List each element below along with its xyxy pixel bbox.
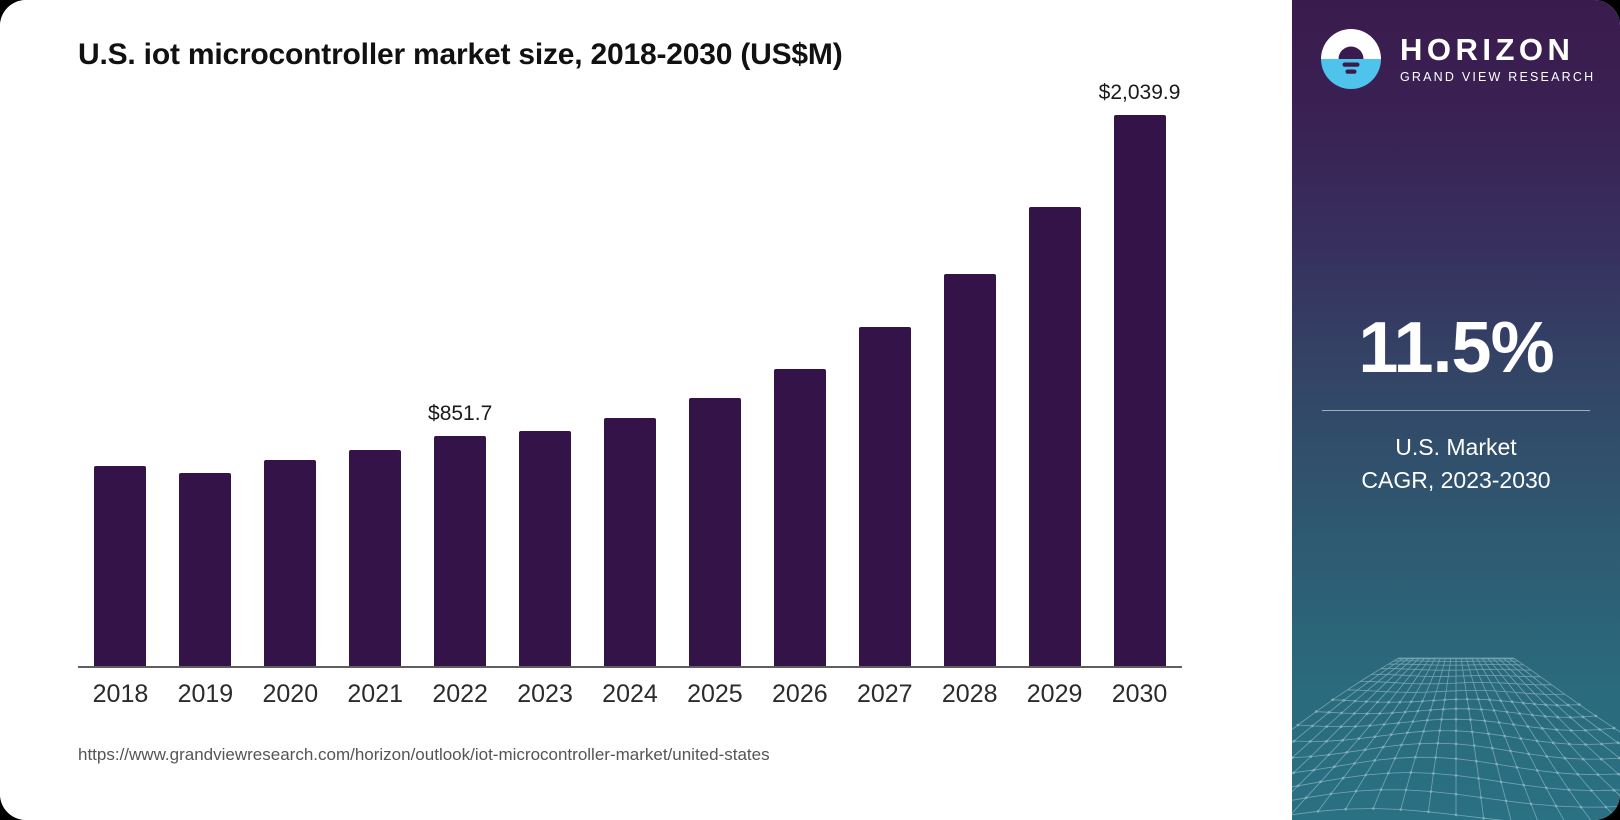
sidebar-panel: HORIZON GRAND VIEW RESEARCH 11.5% U.S. M…	[1292, 0, 1620, 820]
x-tick-label: 2023	[517, 680, 573, 708]
bar[interactable]	[179, 473, 232, 666]
bar-slot	[78, 96, 163, 666]
brand-wordmark: HORIZON GRAND VIEW RESEARCH	[1400, 31, 1596, 85]
divider	[1322, 410, 1590, 411]
bar[interactable]	[264, 460, 317, 666]
bar-slot	[503, 96, 588, 666]
x-tick-label: 2027	[856, 680, 913, 708]
bar-slot	[927, 96, 1012, 666]
bar-slot	[333, 96, 418, 666]
bar-slot	[588, 96, 673, 666]
bar-slot	[842, 96, 927, 666]
bar-slot	[248, 96, 333, 666]
page-title: U.S. iot microcontroller market size, 20…	[78, 38, 843, 71]
bar-slot	[163, 96, 248, 666]
x-axis-tick-labels: 2018 2019 2020 2021 2022 2023 2024 2025 2026 2027…	[78, 680, 1182, 709]
bar[interactable]	[943, 273, 996, 666]
bar-slot	[672, 96, 757, 666]
horizon-circle-icon	[1321, 29, 1381, 89]
bar[interactable]	[519, 431, 572, 666]
bar[interactable]	[349, 450, 402, 666]
bar[interactable]	[773, 369, 826, 666]
bar-slot	[757, 96, 842, 666]
x-tick-label: 2029	[1026, 680, 1083, 708]
x-tick-label: 2030	[1111, 680, 1168, 708]
bar-value-label: $851.7	[428, 401, 493, 425]
brand-logo: HORIZON GRAND VIEW RESEARCH	[1320, 28, 1595, 90]
cagr-callout: 11.5% U.S. Market CAGR, 2023-2030	[1316, 312, 1596, 498]
bar[interactable]	[1113, 115, 1166, 666]
source-url: https://www.grandviewresearch.com/horizo…	[78, 745, 770, 764]
x-tick-label: 2019	[177, 680, 234, 708]
cagr-market-label: U.S. Market	[1395, 434, 1517, 460]
x-tick-label: 2018	[92, 680, 149, 708]
brand-tagline: GRAND VIEW RESEARCH	[1400, 70, 1596, 85]
x-tick-label: 2020	[262, 680, 319, 708]
bar-slot: $851.7	[418, 96, 503, 666]
plot-area: $851.7 $2,039.9	[78, 81, 1222, 668]
bar-value-label: $2,039.9	[1098, 81, 1181, 104]
bar[interactable]	[688, 398, 741, 666]
x-axis-line	[78, 666, 1182, 668]
x-tick-label: 2021	[347, 680, 404, 708]
cagr-value: 11.5%	[1358, 308, 1554, 388]
wireframe-mesh-icon	[1292, 657, 1620, 820]
bar[interactable]	[858, 327, 911, 666]
bar-series: $851.7 $2,039.9	[78, 81, 1182, 666]
x-tick-label: 2028	[941, 680, 998, 708]
x-tick-label: 2026	[772, 680, 828, 708]
x-tick-label: 2024	[602, 680, 658, 708]
cagr-period-label: CAGR, 2023-2030	[1361, 467, 1551, 494]
bar-slot: $2,039.9	[1097, 81, 1182, 666]
brand-name: HORIZON	[1400, 31, 1575, 67]
x-tick-label: 2025	[687, 680, 743, 708]
chart-panel: U.S. iot microcontroller market size, 20…	[78, 38, 1222, 764]
x-tick-label: 2022	[432, 680, 488, 708]
bar[interactable]	[1028, 206, 1081, 666]
bar[interactable]	[94, 466, 147, 666]
bar[interactable]	[434, 435, 487, 666]
bar-slot	[1012, 96, 1097, 666]
bar[interactable]	[603, 418, 656, 666]
